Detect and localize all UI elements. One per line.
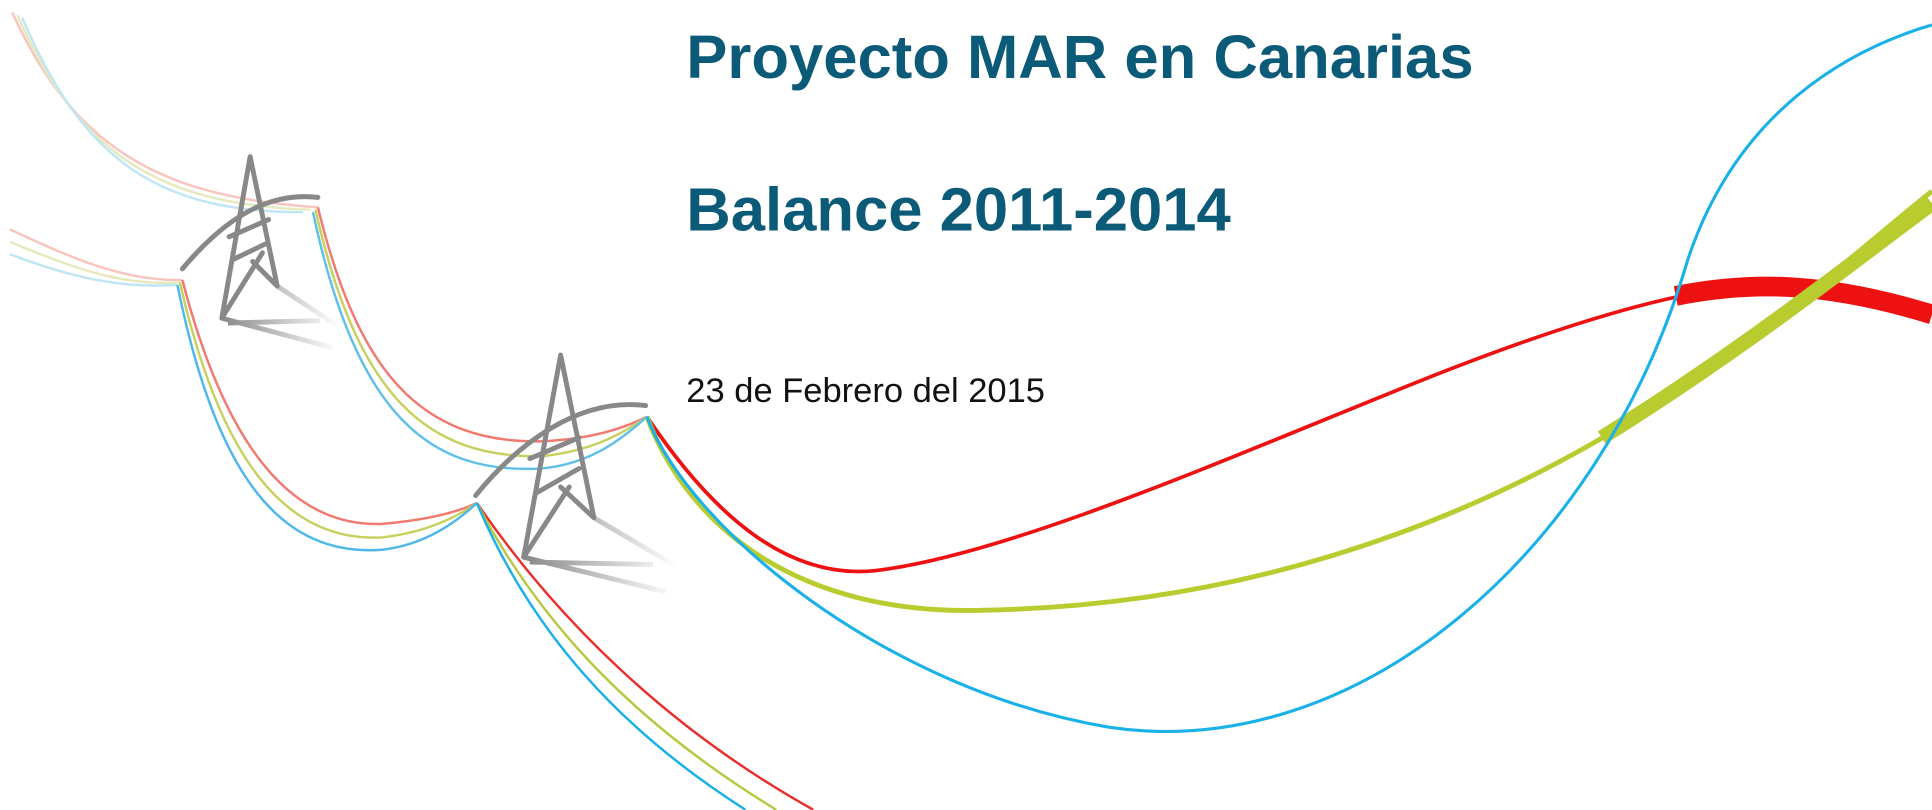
subtitle: Balance 2011-2014 [686,176,1231,245]
title: Proyecto MAR en Canarias [686,23,1473,92]
decorative-wires [10,13,1932,810]
date: 23 de Febrero del 2015 [686,372,1045,410]
slide: Proyecto MAR en Canarias Balance 2011-20… [0,0,1932,810]
page: {"slide": {"title": "Proyecto MAR en Can… [0,0,1932,810]
